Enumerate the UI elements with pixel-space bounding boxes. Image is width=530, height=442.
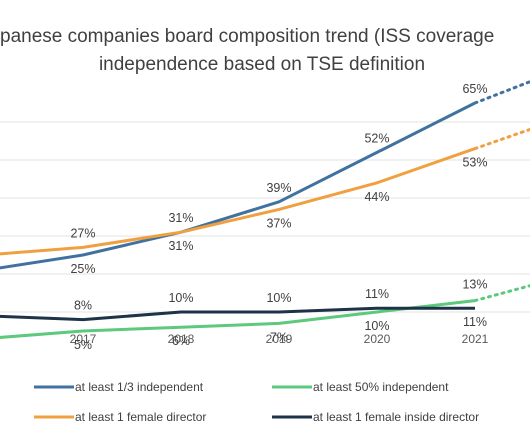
data-label: 53%: [462, 156, 487, 170]
series-line: [0, 306, 475, 322]
gridlines: [0, 121, 530, 313]
x-tick-label: 2020: [364, 332, 391, 346]
data-label: 5%: [74, 338, 92, 352]
data-label: 31%: [168, 239, 193, 253]
x-axis-ticks: 20172018201920202021M: [70, 332, 489, 346]
data-label: 27%: [70, 226, 95, 240]
data-label: 10%: [364, 319, 389, 333]
x-tick-label: 2019: [266, 332, 293, 346]
legend-label: at least 50% independent: [313, 380, 449, 394]
data-label: 7%: [270, 330, 288, 344]
legend: at least 1/3 independent at least 50% ind…: [34, 380, 479, 424]
data-label: 65%: [462, 82, 487, 96]
data-label: 11%: [463, 315, 487, 329]
data-label: 37%: [266, 216, 291, 230]
series-line: [0, 101, 476, 270]
series-line: [0, 147, 476, 256]
data-label: 31%: [168, 211, 193, 225]
x-tick-label: 2018: [168, 332, 195, 346]
legend-label: at least 1 female inside director: [313, 410, 479, 424]
data-label: 10%: [266, 291, 291, 305]
data-label: 52%: [364, 131, 389, 145]
series-projection: [473, 284, 530, 303]
data-label: 10%: [168, 291, 193, 305]
chart-title-line-1: panese companies board composition trend…: [0, 26, 494, 47]
data-labels: 25% 31% 39% 52% 65% 5% 6% 7% 10% 13% 27% 31% 37% 44% 5…: [70, 82, 487, 352]
x-tick-label: 2021: [462, 332, 489, 346]
data-label: 6%: [172, 334, 190, 348]
chart-title-line-2: independence based on TSE definition: [99, 54, 425, 75]
legend-label: at least 1/3 independent: [75, 380, 204, 394]
data-label: 39%: [266, 181, 291, 195]
data-label: 13%: [462, 278, 487, 292]
data-label: 25%: [70, 262, 95, 276]
series-lines: [0, 80, 530, 339]
data-label: 11%: [365, 287, 389, 301]
data-label: 8%: [74, 299, 92, 313]
x-tick-label: 2017: [70, 332, 97, 346]
data-label: 44%: [364, 190, 389, 204]
legend-label: at least 1 female director: [75, 410, 206, 424]
series-projection: [473, 127, 530, 151]
series-line: [0, 299, 476, 339]
